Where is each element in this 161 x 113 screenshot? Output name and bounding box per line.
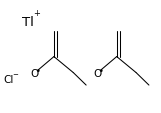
Text: Cl: Cl: [4, 75, 14, 85]
Text: −: −: [12, 72, 18, 78]
Text: •: •: [36, 66, 41, 75]
Text: O: O: [93, 68, 102, 78]
Text: O: O: [30, 68, 39, 78]
Text: +: +: [33, 9, 40, 18]
Text: •: •: [99, 66, 103, 75]
Text: Tl: Tl: [22, 16, 34, 29]
